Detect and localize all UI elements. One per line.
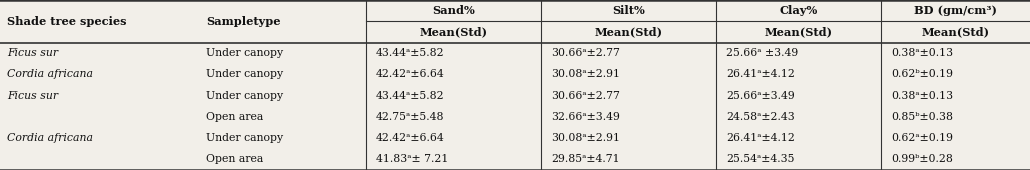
Text: 0.62ᵃ±0.19: 0.62ᵃ±0.19	[891, 133, 953, 143]
Text: 0.62ᵇ±0.19: 0.62ᵇ±0.19	[891, 69, 953, 79]
Text: 24.58ᵃ±2.43: 24.58ᵃ±2.43	[726, 112, 795, 122]
Text: Ficus sur: Ficus sur	[7, 91, 59, 101]
Text: 42.42ᵃ±6.64: 42.42ᵃ±6.64	[376, 133, 445, 143]
Text: Sampletype: Sampletype	[206, 16, 280, 27]
Text: Under canopy: Under canopy	[206, 69, 283, 79]
Text: Under canopy: Under canopy	[206, 48, 283, 58]
Text: Open area: Open area	[206, 154, 264, 164]
Text: 0.85ᵇ±0.38: 0.85ᵇ±0.38	[891, 112, 953, 122]
Text: 0.99ᵇ±0.28: 0.99ᵇ±0.28	[891, 154, 953, 164]
Text: Sand%: Sand%	[432, 5, 475, 16]
Text: 0.38ᵃ±0.13: 0.38ᵃ±0.13	[891, 48, 953, 58]
Text: 32.66ᵃ±3.49: 32.66ᵃ±3.49	[551, 112, 620, 122]
Text: Ficus sur: Ficus sur	[7, 48, 59, 58]
Text: Mean(Std): Mean(Std)	[419, 26, 487, 37]
Text: Mean(Std): Mean(Std)	[594, 26, 662, 37]
Text: 25.66ᵃ±3.49: 25.66ᵃ±3.49	[726, 91, 795, 101]
Text: 0.38ᵃ±0.13: 0.38ᵃ±0.13	[891, 91, 953, 101]
Text: BD (gm/cm³): BD (gm/cm³)	[914, 5, 997, 16]
Text: 42.42ᵃ±6.64: 42.42ᵃ±6.64	[376, 69, 445, 79]
Text: 30.66ᵃ±2.77: 30.66ᵃ±2.77	[551, 48, 620, 58]
Text: 25.54ᵃ±4.35: 25.54ᵃ±4.35	[726, 154, 795, 164]
Text: 30.08ᵃ±2.91: 30.08ᵃ±2.91	[551, 133, 620, 143]
Text: 43.44ᵃ±5.82: 43.44ᵃ±5.82	[376, 91, 445, 101]
Text: Open area: Open area	[206, 112, 264, 122]
Text: Mean(Std): Mean(Std)	[921, 26, 990, 37]
Text: 26.41ᵃ±4.12: 26.41ᵃ±4.12	[726, 133, 795, 143]
Text: 26.41ᵃ±4.12: 26.41ᵃ±4.12	[726, 69, 795, 79]
Text: Under canopy: Under canopy	[206, 133, 283, 143]
Text: 42.75ᵃ±5.48: 42.75ᵃ±5.48	[376, 112, 445, 122]
Text: 29.85ᵃ±4.71: 29.85ᵃ±4.71	[551, 154, 620, 164]
Text: 30.08ᵃ±2.91: 30.08ᵃ±2.91	[551, 69, 620, 79]
Text: Cordia africana: Cordia africana	[7, 69, 93, 79]
Text: 25.66ᵃ ±3.49: 25.66ᵃ ±3.49	[726, 48, 798, 58]
Text: Shade tree species: Shade tree species	[7, 16, 127, 27]
Text: Silt%: Silt%	[612, 5, 645, 16]
Text: 41.83ᵃ± 7.21: 41.83ᵃ± 7.21	[376, 154, 448, 164]
Text: Under canopy: Under canopy	[206, 91, 283, 101]
Text: 30.66ᵃ±2.77: 30.66ᵃ±2.77	[551, 91, 620, 101]
Text: Clay%: Clay%	[779, 5, 818, 16]
Text: Cordia africana: Cordia africana	[7, 133, 93, 143]
Text: Mean(Std): Mean(Std)	[764, 26, 832, 37]
Text: 43.44ᵃ±5.82: 43.44ᵃ±5.82	[376, 48, 445, 58]
